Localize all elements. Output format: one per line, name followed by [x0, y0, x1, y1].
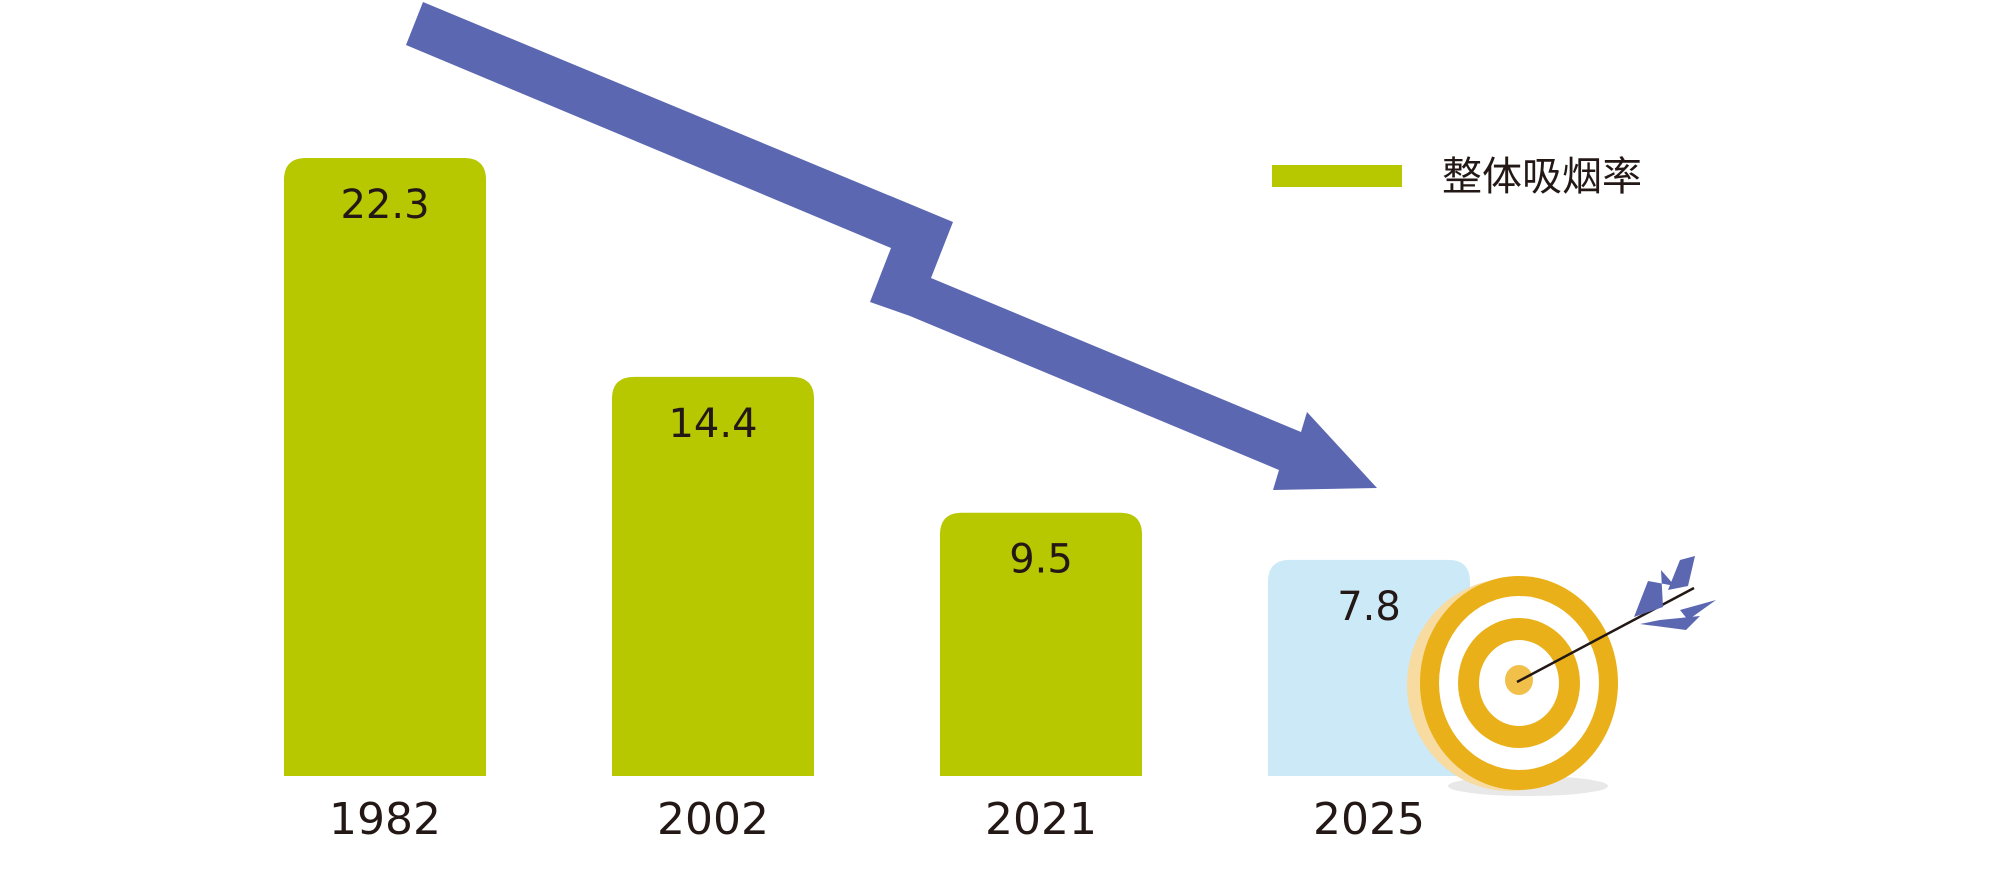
dart-feather-upper — [1668, 556, 1695, 590]
dart-feather-top — [1634, 570, 1675, 617]
value-label-2002: 14.4 — [668, 401, 757, 447]
bar-1982 — [284, 158, 486, 776]
value-label-1982: 22.3 — [340, 182, 429, 228]
legend: 整体吸烟率 — [1272, 154, 1642, 200]
category-label-2025: 2025 — [1313, 794, 1425, 845]
value-label-2021: 9.5 — [1009, 537, 1073, 583]
value-label-2025: 7.8 — [1337, 584, 1401, 630]
bars-group — [284, 158, 1470, 776]
downward-trend-arrow — [406, 2, 1377, 490]
value-labels-group: 22.3 14.4 9.5 7.8 — [340, 182, 1400, 630]
legend-swatch — [1272, 165, 1402, 187]
category-label-2021: 2021 — [985, 794, 1097, 845]
target-icon — [1407, 556, 1716, 796]
bar-2002 — [612, 376, 814, 776]
dart-feather-lower — [1680, 600, 1716, 620]
category-labels-group: 1982 2002 2021 2025 — [329, 794, 1425, 845]
category-label-2002: 2002 — [657, 794, 769, 845]
legend-label: 整体吸烟率 — [1442, 154, 1642, 200]
dart-shaft — [1516, 586, 1695, 684]
bar-2021 — [940, 512, 1142, 776]
category-label-1982: 1982 — [329, 794, 441, 845]
dart-feather-bottom — [1640, 616, 1700, 630]
